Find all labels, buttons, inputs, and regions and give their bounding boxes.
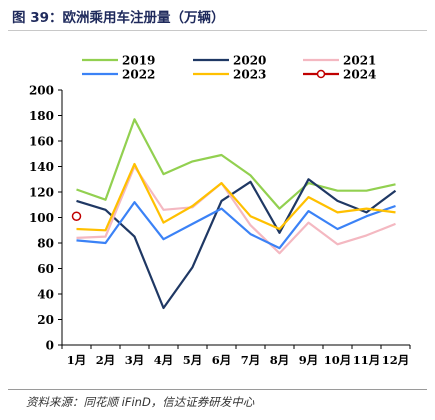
x-tick-label: 10月	[324, 353, 352, 367]
x-tick-label: 12月	[382, 353, 410, 367]
legend: 2019 2020 2021 2022 2023 2024	[82, 54, 376, 82]
legend-item-2019: 2019	[82, 54, 155, 68]
legend-marker	[316, 69, 326, 79]
x-tick-label: 6月	[212, 353, 232, 367]
x-ticks: 1月 2月 3月 4月 5月 6月 7月 8月 9月 10月 11月 12月	[61, 345, 411, 367]
series-group	[71, 118, 397, 310]
legend-item-2020: 2020	[193, 54, 266, 68]
y-tick-label: 160	[29, 135, 54, 149]
y-tick-label: 80	[37, 237, 54, 251]
x-tick-label: 1月	[67, 353, 87, 367]
series-2020-line	[76, 178, 397, 310]
legend-label: 2021	[343, 54, 376, 68]
series-2024-point	[71, 211, 82, 221]
y-tick-label: 100	[29, 211, 54, 225]
line-chart: 2019 2020 2021 2022 2023 2024 0 20 40 60 80 100 120…	[29, 54, 411, 367]
y-ticks: 0 20 40 60 80 100 120 140 160 180 200	[29, 84, 62, 353]
x-tick-label: 3月	[125, 353, 145, 367]
title-divider	[8, 30, 427, 31]
x-tick-label: 2月	[96, 353, 116, 367]
x-tick-label: 11月	[353, 353, 381, 367]
legend-label: 2019	[122, 54, 155, 68]
series-2021-line	[76, 165, 396, 255]
legend-label: 2022	[122, 68, 155, 82]
footer-divider	[8, 389, 427, 390]
y-tick-label: 60	[37, 262, 54, 276]
legend-label: 2023	[233, 68, 266, 82]
y-tick-label: 180	[29, 109, 54, 123]
legend-label: 2020	[233, 54, 266, 68]
chart-title: 图 39：欧洲乘用车注册量（万辆）	[12, 10, 225, 26]
x-tick-label: 8月	[270, 353, 290, 367]
x-tick-label: 7月	[241, 353, 261, 367]
series-2022-line	[76, 201, 396, 250]
x-tick-label: 9月	[299, 353, 319, 367]
y-tick-label: 200	[29, 84, 54, 98]
legend-item-2023: 2023	[193, 68, 266, 82]
y-tick-label: 120	[29, 186, 54, 200]
legend-item-2021: 2021	[303, 54, 376, 68]
series-2019-line	[76, 118, 396, 210]
source-note: 资料来源：同花顺 iFinD，信达证券研发中心	[26, 395, 255, 409]
legend-item-2022: 2022	[82, 68, 155, 82]
y-tick-label: 20	[37, 313, 54, 327]
y-tick-label: 0	[46, 339, 54, 353]
legend-item-2024: 2024	[303, 68, 376, 82]
y-tick-label: 40	[37, 288, 54, 302]
y-tick-label: 140	[29, 160, 54, 174]
x-tick-label: 5月	[183, 353, 203, 367]
series-2023-line	[76, 162, 396, 232]
legend-label: 2024	[343, 68, 376, 82]
x-tick-label: 4月	[154, 353, 174, 367]
